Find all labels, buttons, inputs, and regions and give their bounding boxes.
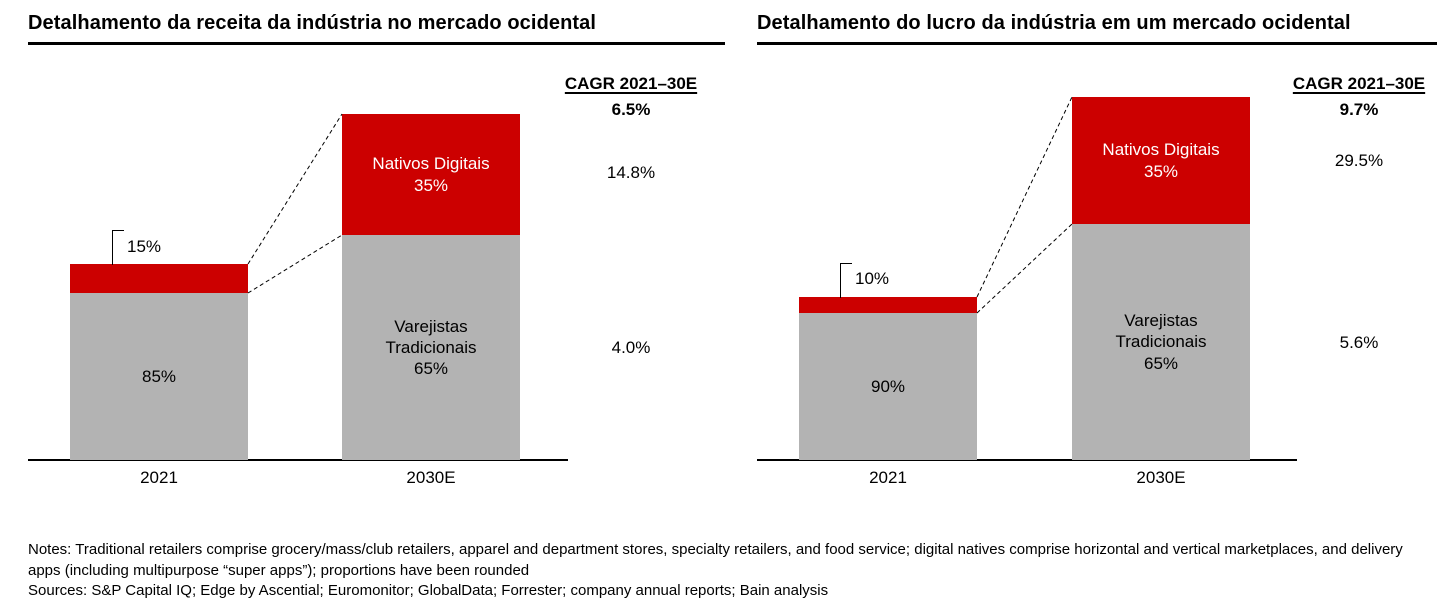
segment-varejistas-tradicionais: 90% <box>799 313 977 460</box>
sources-text: Sources: S&P Capital IQ; Edge by Ascenti… <box>28 582 829 600</box>
x-axis-label-2021: 2021 <box>869 468 907 487</box>
segment-name: Nativos Digitais <box>372 154 490 174</box>
segment-label: Nativos Digitais 35% <box>356 153 506 196</box>
chart-title: Detalhamento da receita da indústria no … <box>28 12 725 45</box>
segment-label: Varejistas Tradicionais 65% <box>356 316 506 380</box>
segment-varejistas-tradicionais: 85% <box>70 293 248 460</box>
segment-label: Nativos Digitais 35% <box>1086 139 1236 182</box>
segment-nativos-digitais: Nativos Digitais 35% <box>1072 97 1250 224</box>
segment-nativos-digitais: Nativos Digitais 35% <box>342 114 520 235</box>
segment-varejistas-tradicionais: Varejistas Tradicionais 65% <box>1072 224 1250 460</box>
x-axis-label-2021: 2021 <box>140 468 178 487</box>
x-axis-line <box>757 459 1297 461</box>
chart-title: Detalhamento do lucro da indústria em um… <box>757 12 1437 45</box>
callout-value: 15% <box>127 237 162 256</box>
x-axis-label-2030e: 2030E <box>1136 468 1186 487</box>
notes-text: Notes: Traditional retailers comprise gr… <box>28 541 1403 579</box>
segment-label: 85% <box>142 366 176 387</box>
cagr-total: 6.5% <box>611 100 651 119</box>
footnotes: Notes: Traditional retailers comprise gr… <box>28 540 1420 602</box>
x-axis-label-2030e: 2030E <box>406 468 456 487</box>
segment-value: 65% <box>413 359 449 379</box>
cagr-header: CAGR 2021–30E <box>564 74 698 93</box>
callout-bracket <box>112 230 124 265</box>
segment-label: Varejistas Tradicionais 65% <box>1086 310 1236 374</box>
cagr-varejistas-tradicionais: 4.0% <box>611 338 651 357</box>
cagr-total: 9.7% <box>1339 100 1379 119</box>
bar-2021: 85% <box>70 264 248 460</box>
bar-2030e: Nativos Digitais 35% Varejistas Tradicio… <box>1072 97 1250 460</box>
callout-value: 10% <box>855 269 890 288</box>
bar-2030e: Nativos Digitais 35% Varejistas Tradicio… <box>342 114 520 460</box>
segment-varejistas-tradicionais: Varejistas Tradicionais 65% <box>342 235 520 460</box>
callout-bracket <box>840 263 852 298</box>
bar-2021: 90% <box>799 297 977 460</box>
segment-name: Nativos Digitais <box>1102 140 1220 160</box>
segment-value: 35% <box>1143 161 1179 181</box>
cagr-nativos-digitais: 29.5% <box>1334 151 1384 170</box>
segment-name: Varejistas Tradicionais <box>385 316 477 357</box>
segment-value: 85% <box>141 366 177 386</box>
cagr-header: CAGR 2021–30E <box>1292 74 1426 93</box>
cagr-nativos-digitais: 14.8% <box>606 163 656 182</box>
x-axis-line <box>28 459 568 461</box>
segment-label: 90% <box>871 376 905 397</box>
segment-nativos-digitais <box>799 297 977 313</box>
segment-nativos-digitais <box>70 264 248 293</box>
segment-value: 35% <box>413 175 449 195</box>
segment-name: Varejistas Tradicionais <box>1115 311 1207 352</box>
segment-value: 90% <box>870 376 906 396</box>
segment-value: 65% <box>1143 353 1179 373</box>
cagr-varejistas-tradicionais: 5.6% <box>1339 333 1379 352</box>
